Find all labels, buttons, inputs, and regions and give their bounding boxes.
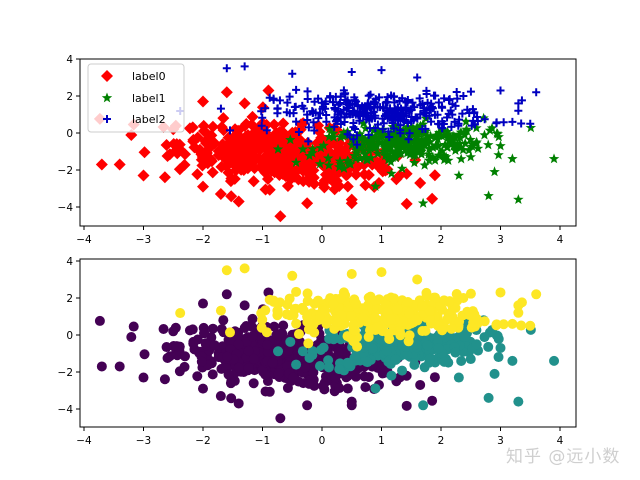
legend-label1: label1 (132, 92, 166, 105)
svg-text:1: 1 (378, 435, 385, 447)
svg-text:2: 2 (66, 293, 73, 305)
svg-text:0: 0 (66, 128, 73, 140)
svg-text:−2: −2 (195, 234, 210, 246)
svg-text:−2: −2 (195, 435, 210, 447)
top-axes-ticks: −4 −3 −2 −1 0 1 2 3 4 4 2 0 −2 −4 (58, 54, 564, 246)
legend-box (87, 63, 185, 133)
top-scatter-points (93, 62, 560, 223)
svg-text:4: 4 (66, 54, 73, 66)
svg-text:0: 0 (66, 330, 73, 342)
svg-text:−2: −2 (58, 165, 73, 177)
svg-text:−4: −4 (58, 202, 74, 214)
svg-text:3: 3 (497, 435, 504, 447)
bottom-axes-ticks: −4 −3 −2 −1 0 1 2 3 4 4 2 0 −2 −4 (58, 256, 564, 447)
svg-text:−1: −1 (255, 234, 270, 246)
svg-text:0: 0 (319, 234, 326, 246)
svg-text:−4: −4 (76, 435, 92, 447)
watermark: 知乎 @远小数 (506, 447, 621, 467)
legend: label0 label1 label2 (87, 63, 185, 133)
svg-text:3: 3 (497, 234, 504, 246)
legend-label2: label2 (132, 113, 166, 126)
svg-text:−4: −4 (76, 234, 92, 246)
svg-text:−3: −3 (136, 435, 151, 447)
svg-text:−4: −4 (58, 404, 74, 416)
legend-marker-label1 (101, 92, 113, 103)
svg-text:1: 1 (378, 234, 385, 246)
svg-text:−3: −3 (136, 234, 151, 246)
svg-text:0: 0 (319, 435, 326, 447)
bottom-axes-frame (79, 258, 577, 428)
top-axes-frame (79, 58, 577, 227)
legend-label0: label0 (132, 70, 166, 83)
svg-text:−1: −1 (255, 435, 270, 447)
bottom-scatter-points (94, 263, 560, 424)
legend-marker-label0 (101, 70, 113, 82)
svg-text:4: 4 (66, 256, 73, 268)
svg-text:2: 2 (66, 91, 73, 103)
svg-text:2: 2 (438, 234, 445, 246)
svg-text:−2: −2 (58, 367, 73, 379)
svg-text:4: 4 (557, 234, 564, 246)
svg-text:2: 2 (438, 435, 445, 447)
svg-text:4: 4 (557, 435, 564, 447)
legend-marker-label2 (103, 115, 111, 123)
